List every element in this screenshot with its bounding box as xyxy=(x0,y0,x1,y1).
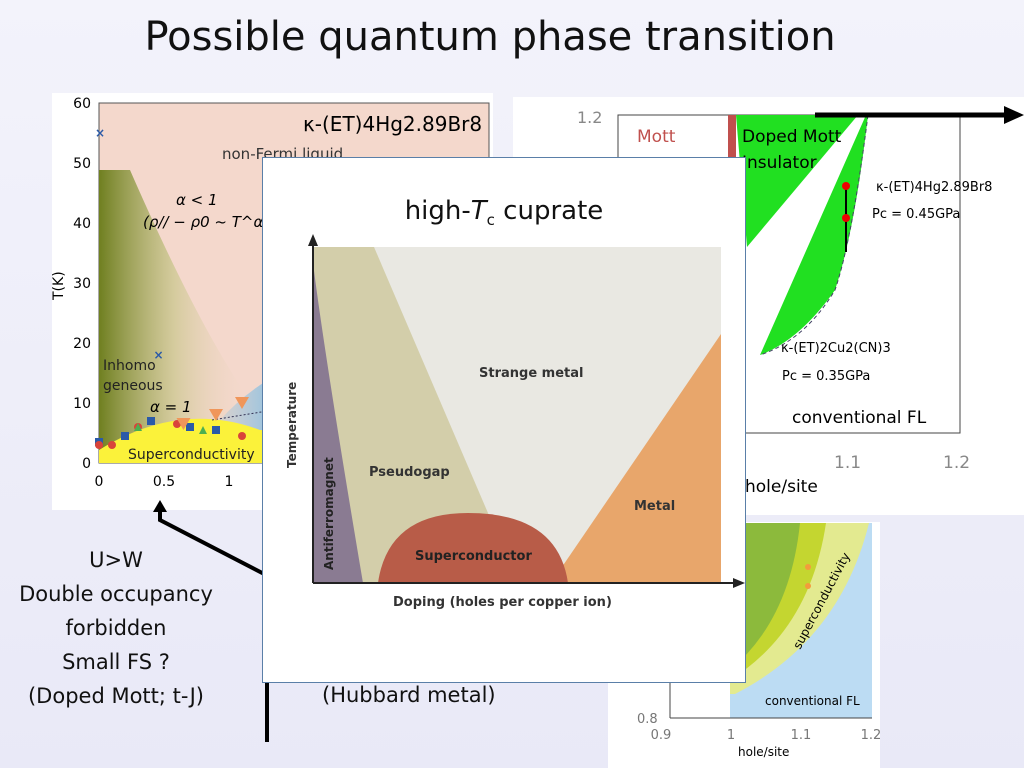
superconductor-dome xyxy=(378,513,568,583)
y-tick: 40 xyxy=(73,216,91,232)
card-title: high-Tc cuprate xyxy=(263,196,745,229)
alpha-formula: (ρ// − ρ0 ~ T^α ) xyxy=(143,213,274,231)
y-tick: 30 xyxy=(73,276,91,292)
triangle-marker xyxy=(134,423,142,431)
insulator-label: Insulator xyxy=(742,153,817,173)
top-arrow-head xyxy=(1004,106,1024,124)
x-tick: 1.2 xyxy=(861,728,882,743)
alpha-lt-label: α < 1 xyxy=(176,191,218,209)
hg-compound-label: κ-(ET)4Hg2.89Br8 xyxy=(876,180,992,195)
y-axis-label: T(K) xyxy=(51,271,67,301)
pseudogap-label: Pseudogap xyxy=(369,465,450,480)
y-tick: 50 xyxy=(73,156,91,172)
x-tick: 1 xyxy=(727,728,735,743)
inhomo-label-1: Inhomo xyxy=(103,358,156,374)
text-line: Small FS ? xyxy=(62,650,170,674)
mott-boundary xyxy=(728,115,736,160)
slide-title: Possible quantum phase transition xyxy=(144,14,836,60)
text-line: forbidden xyxy=(65,616,167,640)
strange-metal-label: Strange metal xyxy=(479,366,583,381)
title-text: high- xyxy=(404,196,471,226)
afm-label: Antiferromagnet xyxy=(322,457,336,570)
arrow-head-up xyxy=(153,500,167,512)
title-sub: c xyxy=(486,211,495,230)
triangle-marker xyxy=(199,426,207,434)
text-line: (Doped Mott; t-J) xyxy=(27,684,205,708)
circle-marker xyxy=(238,432,246,440)
x-tick: 1.1 xyxy=(791,728,812,743)
hg-pc-point xyxy=(842,214,850,222)
x-tick: 1.2 xyxy=(943,453,970,473)
antiferromagnet-region xyxy=(313,263,363,583)
cu-pc-label: Pc = 0.35GPa xyxy=(782,369,870,384)
y-axis-label: Temperature xyxy=(285,382,299,468)
cuprate-phase-diagram: Temperature Doping (holes per copper ion… xyxy=(285,234,745,610)
x-axis-label: Doping (holes per copper ion) xyxy=(393,595,612,610)
cu-compound-label: κ-(ET)2Cu2(CN)3 xyxy=(781,341,891,356)
title-text: cuprate xyxy=(494,196,604,226)
y-axis-arrow xyxy=(308,234,318,246)
x-tick: 0.9 xyxy=(651,728,672,743)
doped-mott-region xyxy=(736,115,858,247)
metal-region xyxy=(551,334,721,583)
square-marker xyxy=(186,423,194,431)
triangle-down-marker xyxy=(235,397,249,409)
sc-label: Superconductivity xyxy=(128,447,255,463)
hg-pc-label: Pc = 0.45GPa xyxy=(872,207,960,222)
x-axis-label: hole/site xyxy=(745,477,818,497)
sc-boundary xyxy=(759,114,869,356)
y-tick: 60 xyxy=(73,96,91,112)
inhomogeneous-region xyxy=(99,170,250,463)
insulator-region xyxy=(730,523,800,670)
doped-mott-band xyxy=(736,115,868,355)
x-ticks: 0.9 1 1.1 1.2 xyxy=(651,728,882,743)
y-tick: 1.2 xyxy=(577,108,602,127)
mott-label: Mott xyxy=(637,127,676,147)
x-tick: 0 xyxy=(95,474,104,490)
data-point xyxy=(805,564,811,570)
x-tick: 1 xyxy=(225,474,234,490)
hg-point xyxy=(842,182,850,190)
circle-marker xyxy=(95,441,103,449)
square-marker xyxy=(147,417,155,425)
circle-marker xyxy=(108,441,116,449)
data-markers: ×× xyxy=(95,126,249,449)
doped-mott-label: Doped Mott xyxy=(742,127,842,147)
x-tick: 1.1 xyxy=(834,453,861,473)
y-tick: 20 xyxy=(73,336,91,352)
y-ticks: 0 10 20 30 40 50 60 xyxy=(73,96,91,472)
compound-label: κ-(ET)4Hg2.89Br8 xyxy=(303,112,482,136)
x-tick: 0.5 xyxy=(153,474,175,490)
square-marker xyxy=(212,426,220,434)
square-marker xyxy=(121,432,129,440)
y-tick: 0 xyxy=(82,456,91,472)
hubbard-metal-label: (Hubbard metal) xyxy=(322,683,496,707)
triangle-down-marker xyxy=(209,409,223,421)
pseudogap-region xyxy=(313,247,518,583)
triangle-down-marker xyxy=(176,418,191,430)
x-axis-label: hole/site xyxy=(738,745,789,759)
superconductor-label: Superconductor xyxy=(415,549,532,564)
x-ticks: 0 0.5 1 xyxy=(95,474,234,490)
alpha-eq-label: α = 1 xyxy=(150,398,192,416)
cross-marker: × xyxy=(154,348,164,362)
metal-label: Metal xyxy=(634,499,675,514)
cuprate-card: high-Tc cuprate Temperature Doping (hole… xyxy=(262,157,746,683)
y-tick: 10 xyxy=(73,396,91,412)
text-line: U>W xyxy=(89,548,143,572)
inhomo-label-2: geneous xyxy=(103,378,163,394)
connector-arrows xyxy=(153,500,271,742)
data-point xyxy=(805,583,811,589)
title-t: T xyxy=(470,196,487,226)
y-tick: 0.8 xyxy=(637,712,658,727)
fl-label: conventional FL xyxy=(792,408,927,428)
x-axis-arrow xyxy=(733,578,745,588)
text-line: Double occupancy xyxy=(19,582,213,606)
doped-mott-description: U>W Double occupancy forbidden Small FS … xyxy=(0,543,232,713)
cross-marker: × xyxy=(95,126,105,140)
arrow-line xyxy=(158,512,271,579)
fl-label: conventional FL xyxy=(765,694,860,708)
